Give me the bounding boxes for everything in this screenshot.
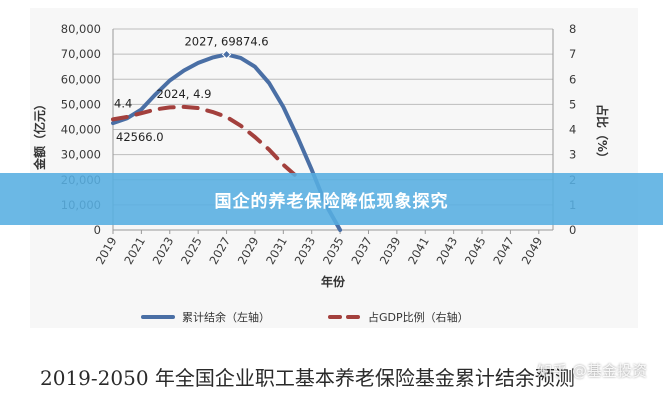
x-tick-label: 2019 xyxy=(93,235,120,267)
annotations: 2027, 69874.6 2024, 4.9 4.4 42566.0 xyxy=(114,34,269,144)
y-axis-left-title: 金额（亿元） xyxy=(32,98,47,171)
ratio-point xyxy=(127,116,128,117)
x-tick-label: 2039 xyxy=(377,235,404,267)
ratio-point xyxy=(155,109,156,110)
y-right-tick-label: 3 xyxy=(569,148,576,162)
x-tick-label: 2035 xyxy=(320,235,347,267)
balance-point xyxy=(283,106,284,107)
y-right-tick-label: 6 xyxy=(569,72,576,86)
ratio-point xyxy=(141,113,142,114)
balance-point xyxy=(212,57,213,58)
balance-point xyxy=(183,70,184,71)
x-tick-label: 2031 xyxy=(263,235,290,267)
balance-point xyxy=(198,62,199,63)
x-tick-label: 2047 xyxy=(490,235,517,267)
y-left-tick-label: 60,000 xyxy=(61,72,101,86)
title-banner: 国企的养老保险降低现象探究 xyxy=(0,173,663,225)
chart-background xyxy=(30,8,638,328)
balance-point xyxy=(169,80,170,81)
ratio-point xyxy=(240,125,241,126)
gdp-ratio-line xyxy=(111,104,300,180)
ratio-point xyxy=(212,111,213,112)
legend-label: 累计结余（左轴） xyxy=(182,310,270,324)
balance-point xyxy=(339,229,340,230)
y-right-tick-label: 8 xyxy=(569,22,576,36)
banner-title: 国企的养老保险降低现象探究 xyxy=(214,191,449,212)
annotation-start-balance: 42566.0 xyxy=(116,130,164,144)
y-left-tick-label: 30,000 xyxy=(61,148,101,162)
ratio-point xyxy=(254,136,255,137)
balance-point xyxy=(141,109,142,110)
y-right-tick-label: 5 xyxy=(569,97,576,111)
legend-label: 占GDP比例（右轴） xyxy=(368,310,469,324)
ratio-point xyxy=(112,119,113,120)
y-left-tick-label: 70,000 xyxy=(61,47,101,61)
y-axis-right-title: 占比（%） xyxy=(595,104,610,164)
watermark: 知乎 @基金投资 xyxy=(537,362,647,380)
annotation-start-ratio: 4.4 xyxy=(114,96,132,110)
x-tick-label: 2037 xyxy=(348,235,375,267)
figure-caption: 2019-2050 年全国企业职工基本养老保险基金累计结余预测 xyxy=(40,366,575,390)
balance-point xyxy=(311,169,312,170)
x-tick-label: 2043 xyxy=(433,235,460,267)
x-tick-label: 2049 xyxy=(519,235,546,267)
x-tick-label: 2021 xyxy=(121,235,148,267)
annotation-peak-ratio: 2024, 4.9 xyxy=(157,87,212,101)
ratio-point xyxy=(169,107,170,108)
balance-point xyxy=(112,122,113,123)
x-tick-label: 2025 xyxy=(178,235,205,267)
x-tick-label: 2027 xyxy=(206,235,233,267)
ratio-point xyxy=(269,149,270,150)
y-left-tick-label: 80,000 xyxy=(61,22,101,36)
x-tick-label: 2029 xyxy=(235,235,262,267)
y-left-tick-label: 40,000 xyxy=(61,123,101,137)
balance-point xyxy=(269,82,270,83)
balance-point xyxy=(254,66,255,67)
x-axis-title: 年份 xyxy=(321,274,346,289)
balance-point xyxy=(240,57,241,58)
annotation-peak-balance: 2027, 69874.6 xyxy=(184,34,268,48)
x-tick-label: 2041 xyxy=(405,235,432,267)
y-right-tick-label: 4 xyxy=(569,123,576,137)
x-tick-label: 2045 xyxy=(462,234,489,266)
x-tick-label: 2023 xyxy=(150,235,177,267)
y-left-tick-label: 0 xyxy=(94,223,101,237)
y-left-tick-label: 50,000 xyxy=(61,97,101,111)
ratio-point xyxy=(198,108,199,109)
x-tick-label: 2033 xyxy=(292,235,319,267)
ratio-point xyxy=(283,164,284,165)
y-right-tick-label: 0 xyxy=(569,223,576,237)
y-right-tick-label: 7 xyxy=(569,47,576,61)
balance-point xyxy=(297,136,298,137)
peak-marker xyxy=(221,49,232,60)
legend: 累计结余（左轴） 占GDP比例（右轴） xyxy=(141,310,469,324)
ratio-point xyxy=(226,116,227,117)
ratio-point xyxy=(183,106,184,107)
